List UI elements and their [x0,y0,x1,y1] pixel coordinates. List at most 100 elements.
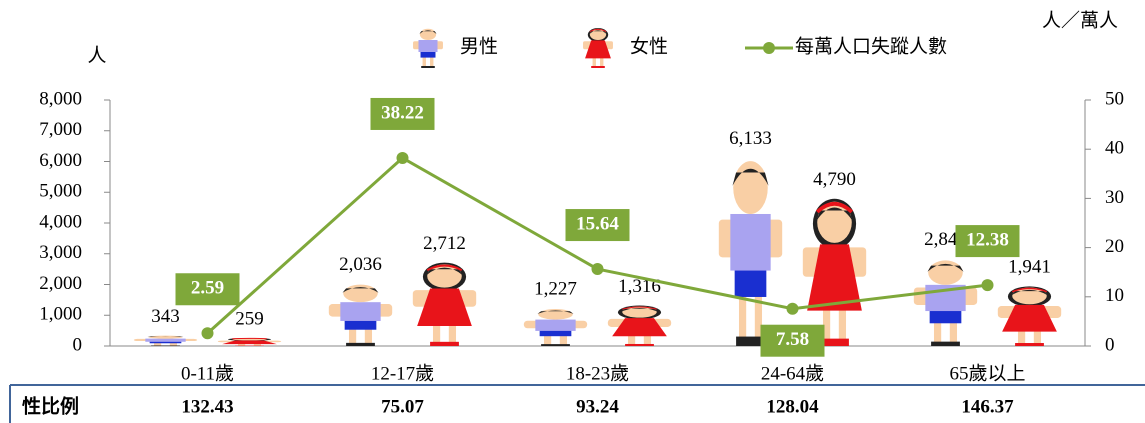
hair [147,336,184,338]
hair [342,287,379,293]
shirt [418,40,438,52]
boy-bar [718,161,783,346]
shoe [625,343,654,346]
shoe [151,345,180,346]
girl-bar [997,286,1062,346]
y-tick-label: 4,000 [39,211,82,232]
value-label: 2,036 [339,254,382,275]
value-label: 1,227 [534,279,577,300]
leg [448,320,457,343]
leg [933,319,942,343]
head [589,28,607,40]
bangs [426,267,463,276]
leg [738,289,747,339]
leg [592,56,596,67]
hair [732,168,769,186]
shorts [929,309,962,324]
dress [417,288,472,326]
shorts [420,51,436,58]
line-label: 15.64 [576,213,619,234]
shoe [736,336,765,346]
leg [348,327,357,344]
headband [815,202,854,214]
headband [1011,287,1048,293]
leg [600,56,604,67]
leg [253,343,262,346]
hair [927,263,964,272]
dress [807,244,862,311]
line-label: 2.59 [191,278,224,299]
label-box [370,97,435,130]
shorts [539,330,572,337]
shorts [344,319,377,330]
sex-ratio-value: 146.37 [961,396,1014,417]
head [419,28,437,40]
label-box [565,209,630,242]
head [538,309,573,320]
line-label: 7.58 [776,329,809,350]
dress [1002,304,1057,332]
x-tick-label: 24-64歲 [761,362,824,384]
value-label: 1,941 [1008,257,1051,278]
y-tick-label: 3,000 [39,242,82,263]
y2-tick-label: 40 [1105,138,1124,159]
leg [543,334,552,345]
y2-tick-label: 20 [1105,236,1124,257]
y2-tick-label: 0 [1105,334,1115,355]
leg [949,319,958,343]
legend-label: 男性 [460,35,498,57]
value-label: 4,790 [813,169,856,190]
head [622,306,657,318]
leg [1033,328,1042,344]
legend-label: 女性 [630,35,668,57]
sex-ratio-value: 128.04 [766,396,819,417]
leg [169,342,178,346]
headband [622,306,657,310]
girl-bar [412,262,477,346]
legend-label: 每萬人口失蹤人數 [795,35,947,57]
shoe [1015,343,1044,346]
y-tick-label: 2,000 [39,273,82,294]
line [206,156,988,335]
y-tick-label: 7,000 [39,119,82,140]
line-point [591,263,604,276]
y-tick-label: 1,000 [39,304,82,325]
leg [822,301,831,341]
line-point [981,279,994,292]
leg [559,334,568,345]
dress [612,318,667,337]
line-point [396,151,409,164]
value-label: 343 [151,306,180,327]
leg [627,333,636,345]
boy-bar [913,260,978,346]
x-tick-label: 12-17歲 [371,362,434,384]
leg [754,289,763,339]
head [733,161,768,214]
x-tick-label: 0-11歲 [181,362,234,384]
bangs [816,207,853,221]
hair [537,310,574,314]
head [817,201,852,243]
leg [153,342,162,346]
shoe [820,338,849,346]
headband [589,28,607,33]
leg [643,333,652,345]
head [343,284,378,303]
legend-icon [583,28,613,68]
value-label: 2,712 [423,233,466,254]
x-tick-label: 18-23歲 [566,362,629,384]
hair [419,30,437,34]
sex-ratio-label: 性比例 [22,394,79,417]
line-point [786,302,799,315]
shorts [149,341,182,344]
y2-tick-label: 30 [1105,187,1124,208]
shorts [734,266,767,297]
boy-bar [523,309,588,346]
shoe [430,341,459,346]
leg [237,343,246,346]
sex-ratio-value: 132.43 [181,396,233,417]
shoe [931,341,960,346]
y2-tick-label: 50 [1105,88,1124,109]
